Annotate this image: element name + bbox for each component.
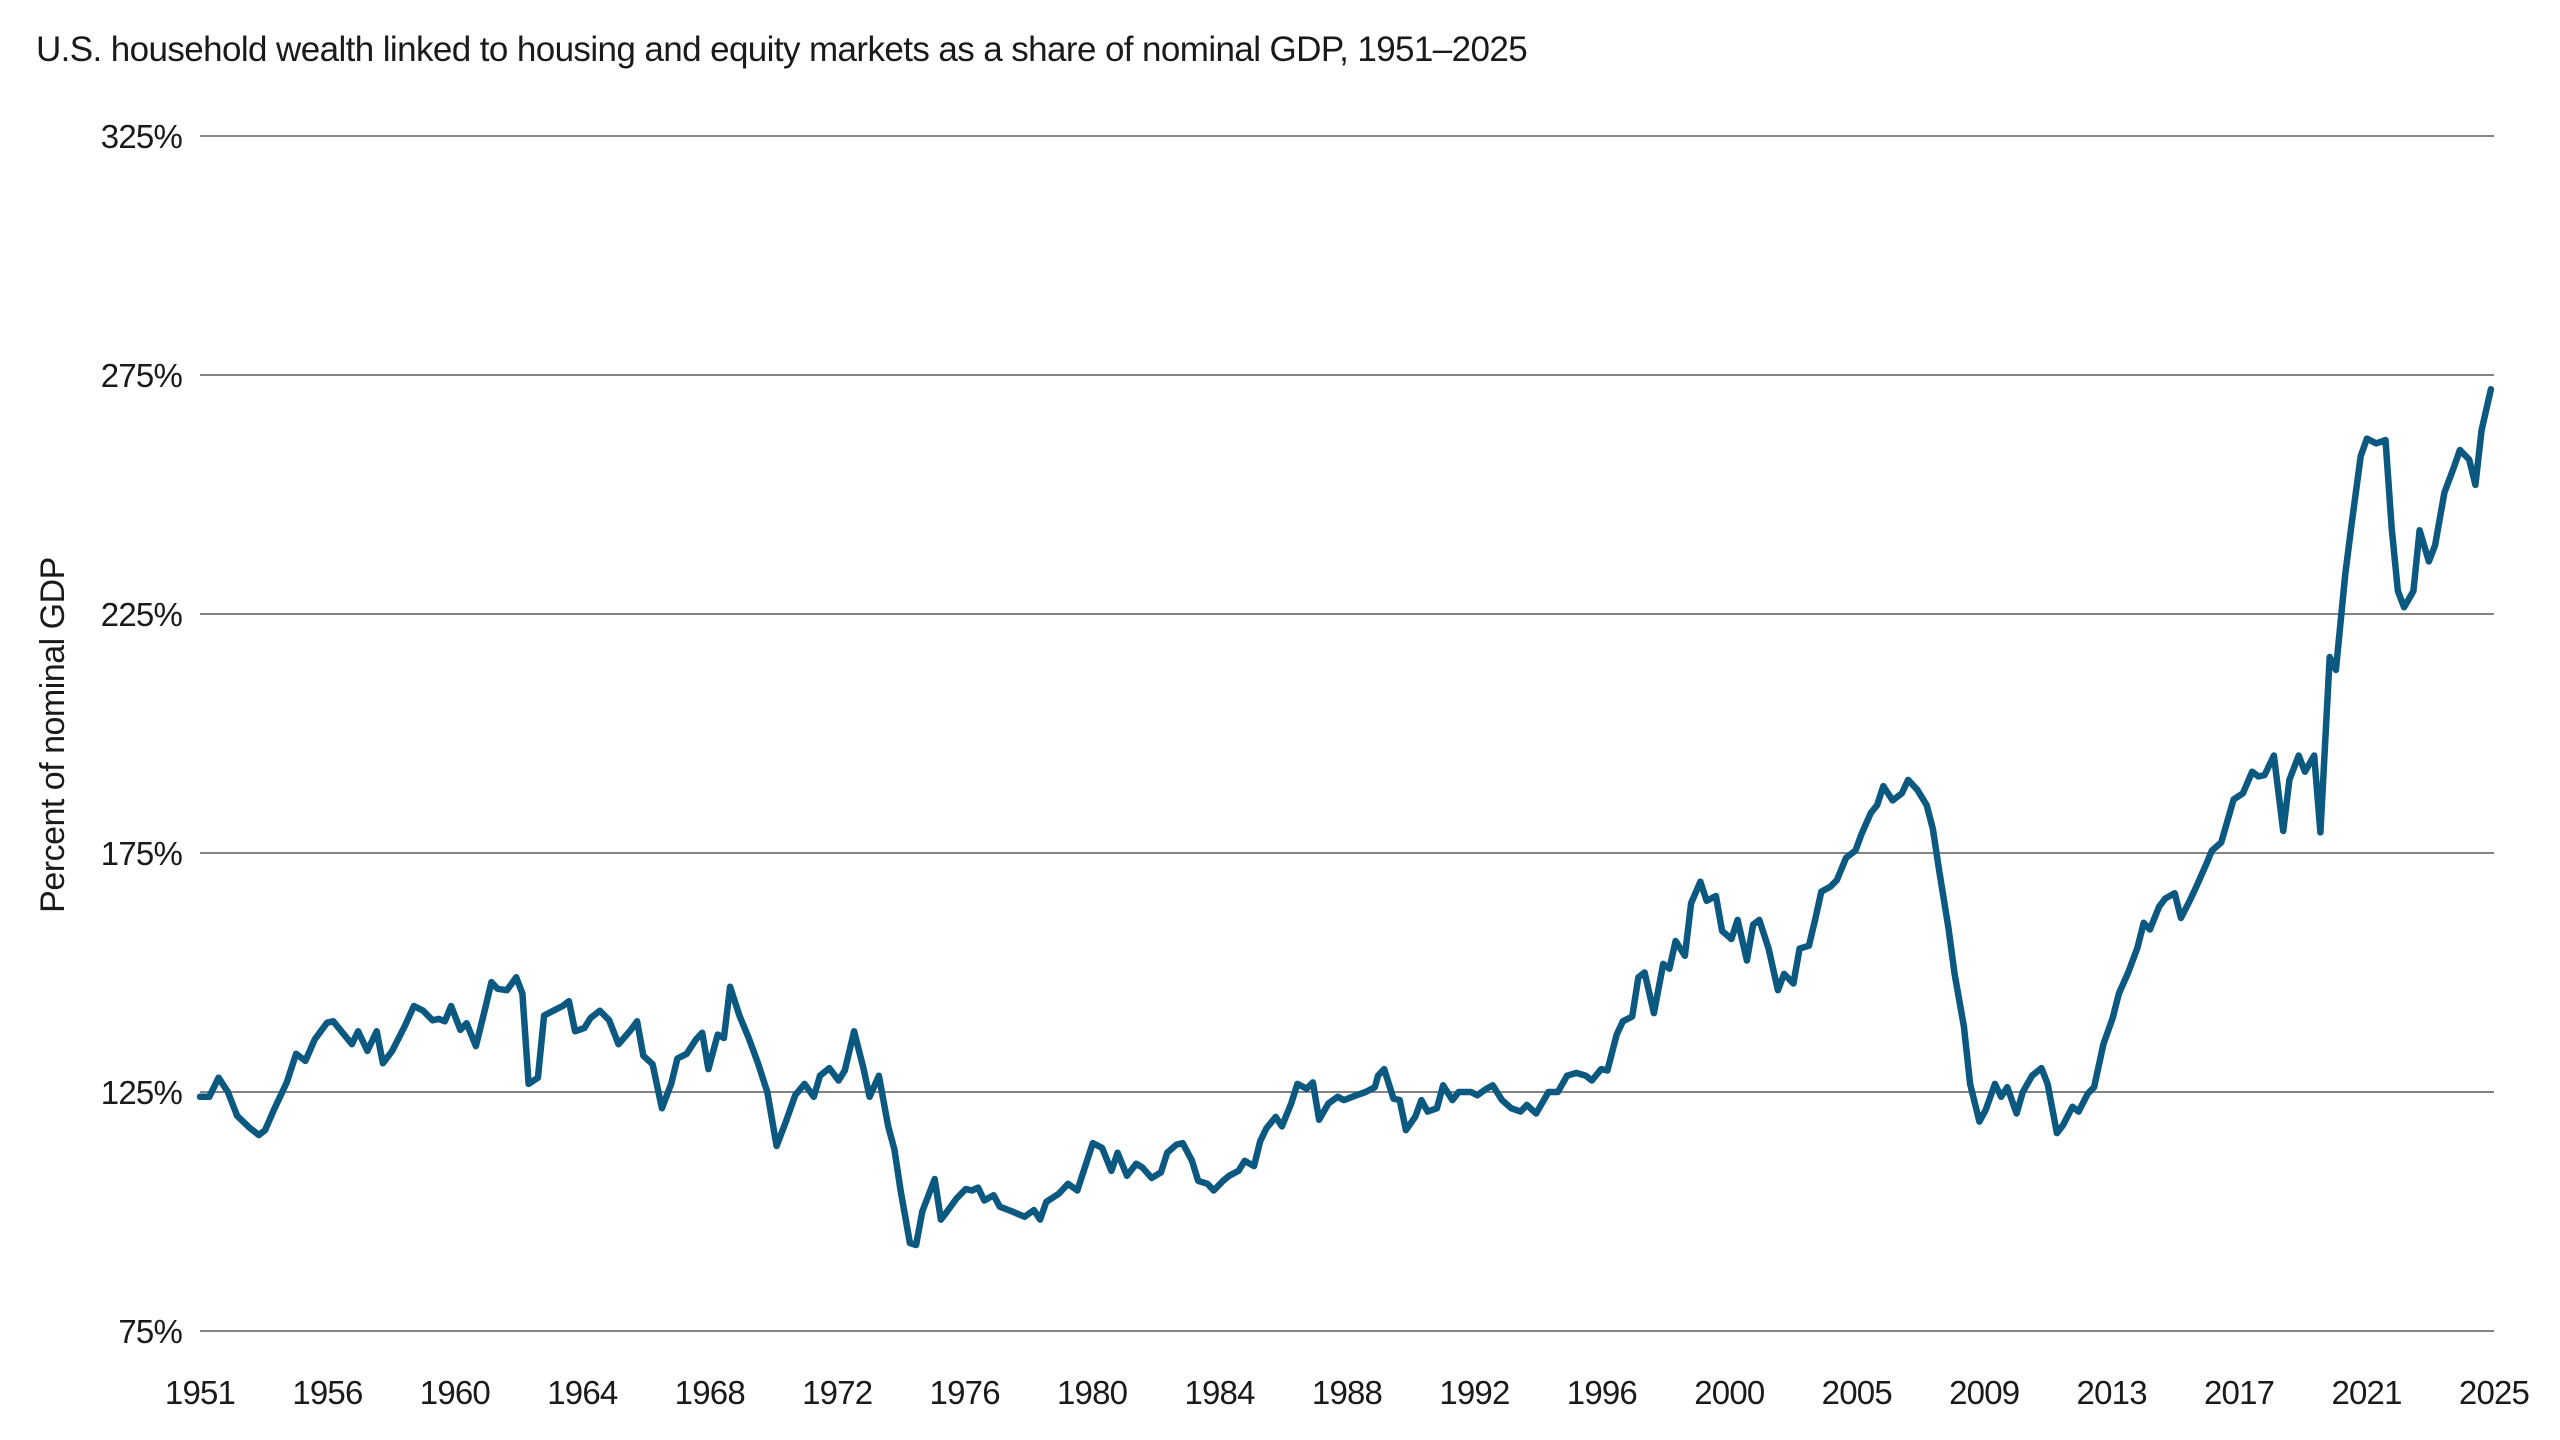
x-tick-label: 2021: [2331, 1374, 2401, 1411]
x-tick-label: 1968: [675, 1374, 745, 1411]
y-tick-label: 225%: [101, 596, 183, 633]
y-tick-label: 275%: [101, 357, 183, 394]
y-tick-label: 75%: [118, 1313, 182, 1350]
x-tick-label: 1976: [930, 1374, 1000, 1411]
y-tick-label: 175%: [101, 835, 183, 872]
x-tick-label: 1964: [547, 1374, 618, 1411]
chart-title: U.S. household wealth linked to housing …: [36, 30, 1528, 69]
x-tick-label: 1956: [292, 1374, 362, 1411]
x-tick-label: 1988: [1312, 1374, 1382, 1411]
x-tick-label: 1960: [420, 1374, 491, 1411]
y-tick-label: 325%: [101, 118, 183, 155]
x-tick-label: 1996: [1567, 1374, 1637, 1411]
y-axis-label: Percent of nominal GDP: [34, 557, 72, 913]
x-tick-label: 1972: [802, 1374, 872, 1411]
series-group: [196, 386, 2495, 1249]
x-tick-label: 2013: [2077, 1374, 2147, 1411]
x-tick-label: 1992: [1439, 1374, 1509, 1411]
x-tick-label: 1984: [1184, 1374, 1255, 1411]
x-axis-ticks: 1951 1956 1960 1964 1968 1972 1976 1980 1984 1988…: [165, 1374, 2530, 1411]
x-tick-label: 1951: [165, 1374, 235, 1411]
x-tick-label: 2017: [2204, 1374, 2274, 1411]
y-axis-ticks: 75% 125% 175% 225% 275% 325%: [101, 118, 183, 1350]
x-tick-label: 1980: [1057, 1374, 1128, 1411]
x-tick-label: 2025: [2459, 1374, 2529, 1411]
y-tick-label: 125%: [101, 1074, 183, 1111]
gridlines: [200, 135, 2494, 1332]
x-tick-label: 2005: [1822, 1374, 1892, 1411]
x-tick-label: 2000: [1694, 1374, 1765, 1411]
x-tick-label: 2009: [1949, 1374, 2019, 1411]
series-line: [196, 386, 2495, 1249]
